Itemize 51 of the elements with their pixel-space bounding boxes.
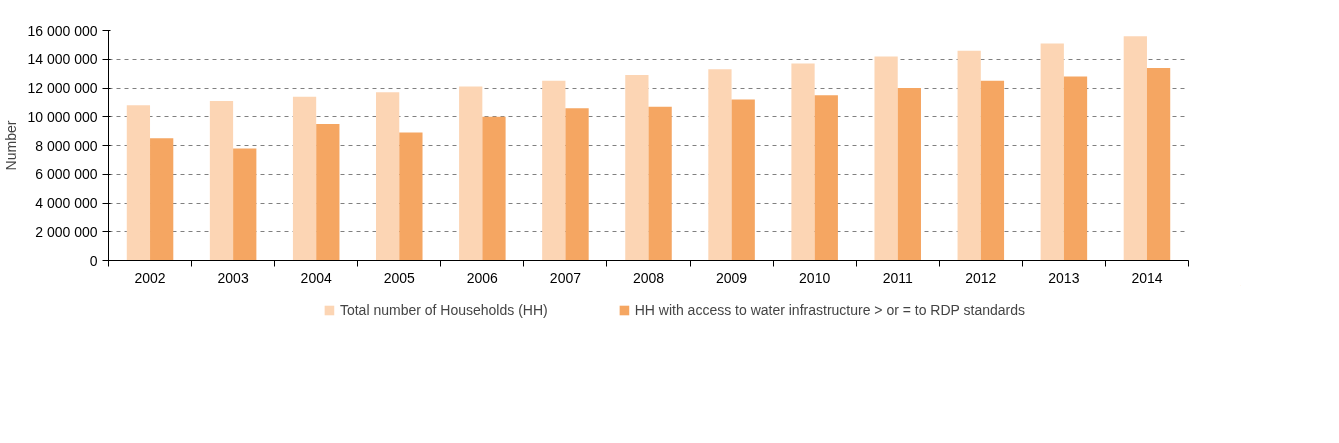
bar: [980, 80, 1005, 261]
y-tick-label: 10 000 000: [27, 108, 98, 125]
bar: [814, 95, 838, 261]
legend-label: Total number of Households (HH): [339, 302, 548, 318]
y-tick-label: 16 000 000: [27, 22, 98, 39]
bar: [150, 138, 174, 261]
x-tick-label: 2011: [882, 269, 913, 286]
x-tick-label: 2010: [799, 269, 831, 286]
y-tick-label: 8 000 000: [35, 137, 98, 154]
y-tick-label: 2 000 000: [35, 223, 98, 240]
x-tick-label: 2013: [1048, 269, 1080, 286]
bar: [459, 86, 483, 261]
y-tick-label: 6 000 000: [35, 166, 98, 183]
bar: [399, 132, 423, 261]
x-tick-label: 2007: [549, 269, 582, 286]
bar: [731, 99, 755, 261]
bar: [316, 123, 340, 261]
bar: [874, 56, 898, 261]
bar: [233, 148, 257, 261]
x-tick-label: 2008: [632, 269, 665, 286]
x-tick-label: 2002: [134, 269, 166, 286]
bar: [1146, 67, 1171, 261]
x-tick-label: 2014: [1131, 269, 1163, 286]
y-tick-label: 14 000 000: [27, 51, 98, 68]
bar: [625, 75, 649, 261]
x-tick-label: 2006: [466, 269, 499, 286]
bar: [209, 100, 234, 261]
bar: [708, 69, 732, 261]
y-axis-title: Number: [3, 120, 20, 171]
y-tick-label: 0: [89, 252, 98, 269]
x-tick-label: 2012: [965, 269, 997, 286]
y-tick-label: 4 000 000: [35, 195, 98, 211]
bar: [791, 63, 815, 261]
bar: [126, 105, 151, 261]
bar: [897, 88, 921, 261]
bar: [565, 108, 589, 261]
bar: [1063, 76, 1088, 261]
bar: [482, 116, 506, 261]
bar: [292, 96, 317, 261]
x-tick-label: 2005: [383, 269, 416, 286]
bar: [957, 50, 981, 261]
bar: [376, 92, 400, 261]
x-tick-label: 2004: [300, 269, 332, 286]
bar: [1040, 43, 1064, 261]
bar: [1123, 36, 1147, 261]
x-tick-label: 2003: [217, 269, 249, 286]
bar: [542, 80, 566, 261]
legend-label: HH with access to water infrastructure > or = to RDP standards: [634, 302, 1026, 318]
x-tick-label: 2009: [716, 269, 748, 286]
y-tick-label: 12 000 000: [27, 80, 98, 96]
bar: [648, 106, 672, 261]
